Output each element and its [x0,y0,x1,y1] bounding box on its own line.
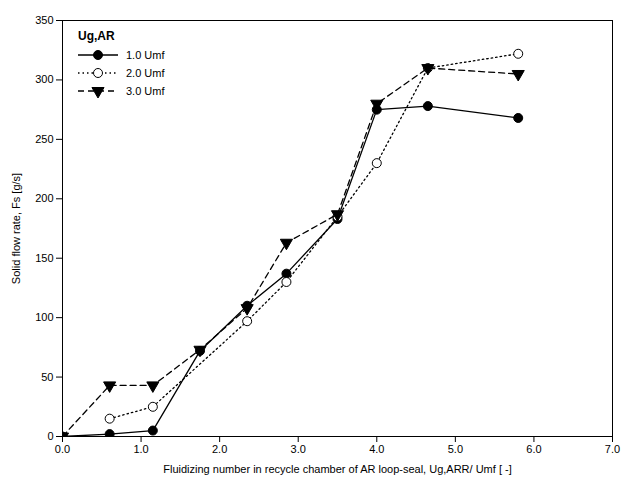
svg-text:Fluidizing number in recycle c: Fluidizing number in recycle chamber of … [163,463,511,475]
svg-text:50: 50 [41,371,53,383]
svg-text:350: 350 [35,14,53,26]
svg-text:300: 300 [35,73,53,85]
svg-text:100: 100 [35,311,53,323]
svg-text:3.0 Umf: 3.0 Umf [126,85,165,97]
svg-text:4.0: 4.0 [369,443,384,455]
svg-text:5.0: 5.0 [448,443,463,455]
svg-text:2.0: 2.0 [212,443,227,455]
svg-text:Ug,AR: Ug,AR [78,29,115,43]
svg-text:2.0 Umf: 2.0 Umf [126,67,165,79]
svg-text:3.0: 3.0 [291,443,306,455]
svg-text:0: 0 [47,430,53,442]
svg-text:150: 150 [35,252,53,264]
svg-text:0.0: 0.0 [55,443,70,455]
svg-text:200: 200 [35,192,53,204]
svg-text:250: 250 [35,133,53,145]
svg-text:6.0: 6.0 [526,443,541,455]
svg-text:1.0 Umf: 1.0 Umf [126,49,165,61]
svg-text:7.0: 7.0 [605,443,620,455]
svg-text:1.0: 1.0 [133,443,148,455]
svg-text:Solid flow rate, Fs [g/s]: Solid flow rate, Fs [g/s] [10,173,22,284]
